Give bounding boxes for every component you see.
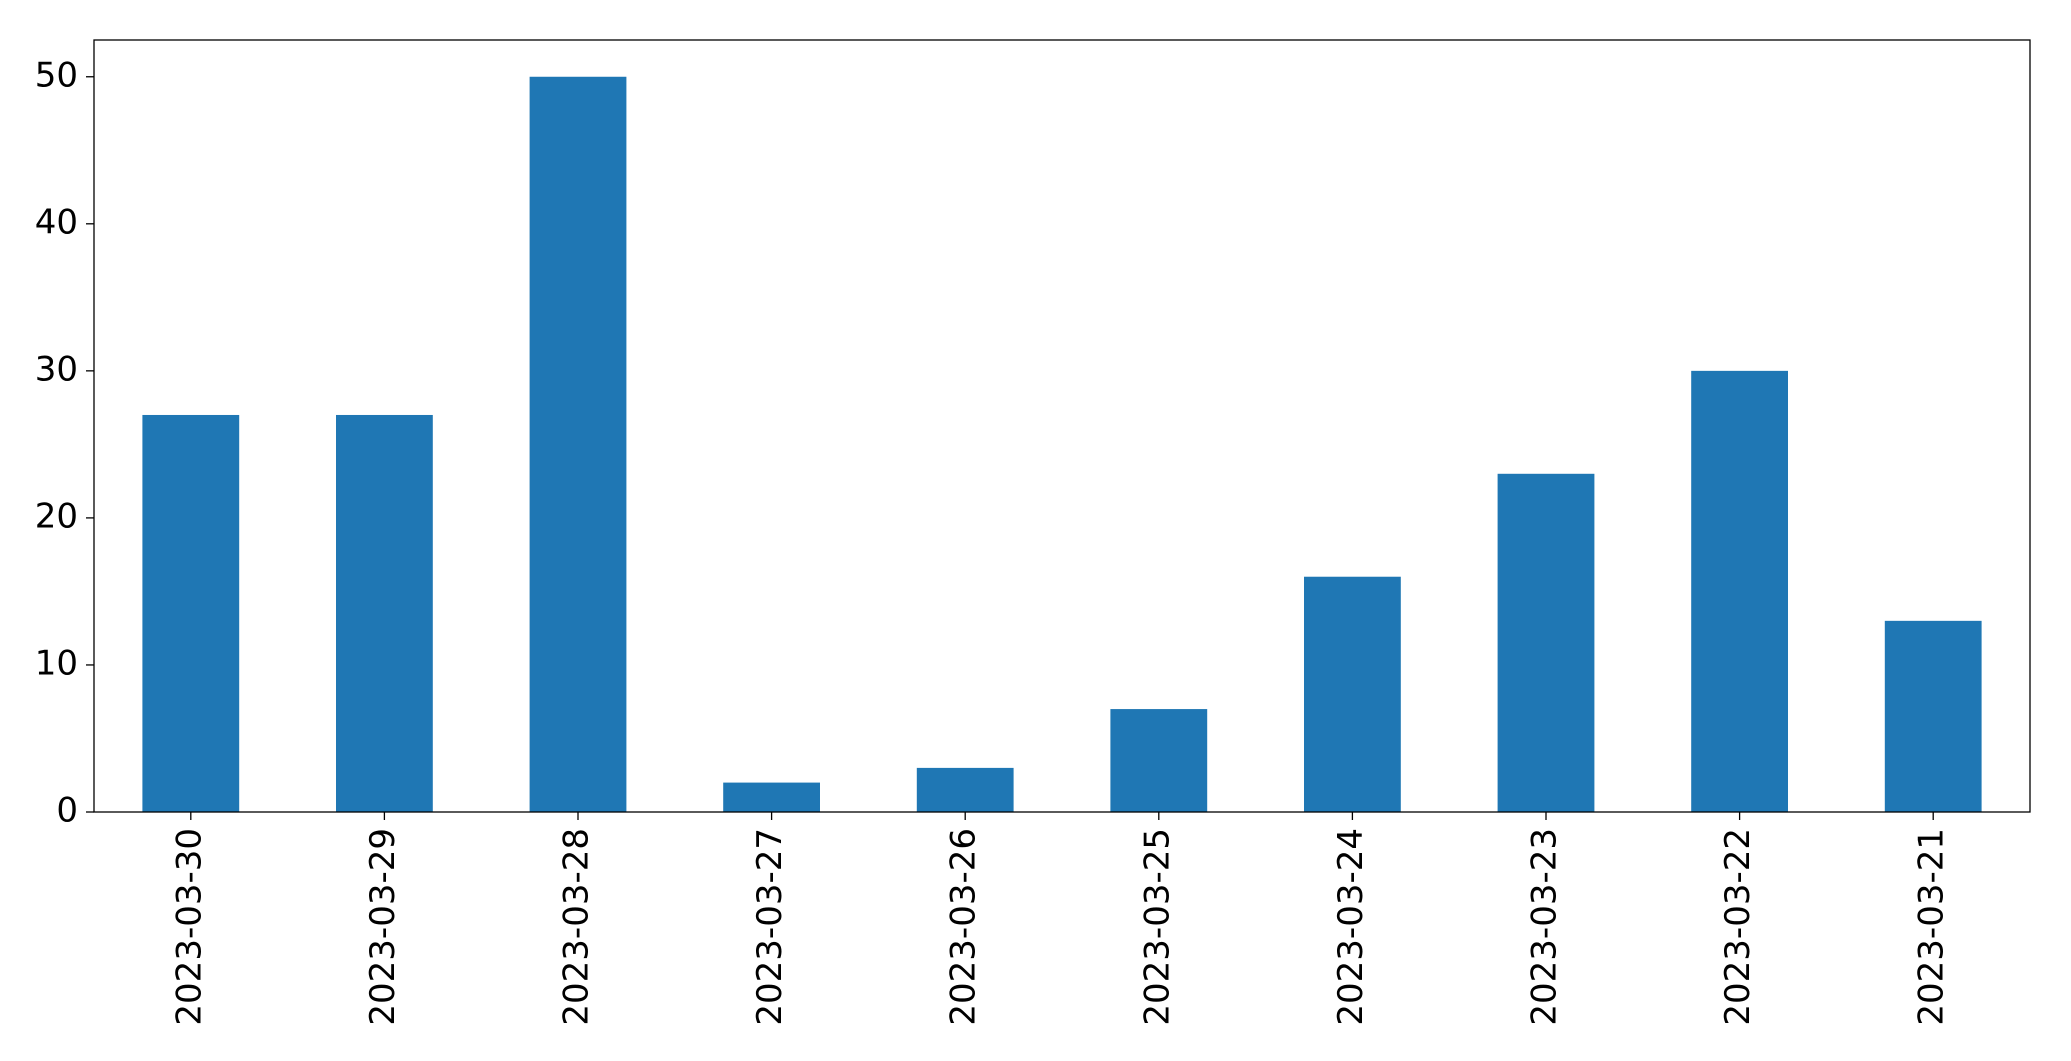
- y-tick-label: 20: [35, 496, 78, 536]
- bar: [723, 782, 820, 812]
- bar: [336, 414, 433, 812]
- x-tick-label: 2023-03-23: [1525, 828, 1565, 1026]
- x-tick-label: 2023-03-27: [750, 828, 790, 1026]
- x-tick-label: 2023-03-28: [557, 828, 597, 1026]
- x-tick-label: 2023-03-30: [169, 828, 209, 1026]
- bar: [1497, 473, 1595, 812]
- bar: [916, 767, 1014, 812]
- x-tick-label: 2023-03-22: [1718, 828, 1758, 1026]
- bar: [1884, 620, 1982, 812]
- x-tick-label: 2023-03-24: [1331, 828, 1371, 1026]
- bar: [1691, 370, 1788, 812]
- y-tick-label: 30: [35, 349, 78, 389]
- bar: [1304, 576, 1401, 812]
- plot-frame: [93, 39, 2031, 813]
- bar: [142, 414, 240, 812]
- x-tick-label: 2023-03-25: [1137, 828, 1177, 1026]
- y-tick-label: 10: [35, 643, 78, 683]
- y-tick-label: 50: [35, 55, 78, 95]
- x-tick-label: 2023-03-29: [363, 828, 403, 1026]
- x-tick-label: 2023-03-21: [1912, 828, 1952, 1026]
- bar: [1110, 709, 1208, 812]
- y-tick-label: 40: [35, 202, 78, 242]
- bar: [529, 76, 627, 812]
- x-tick-label: 2023-03-26: [944, 828, 984, 1026]
- y-tick-label: 0: [56, 791, 78, 831]
